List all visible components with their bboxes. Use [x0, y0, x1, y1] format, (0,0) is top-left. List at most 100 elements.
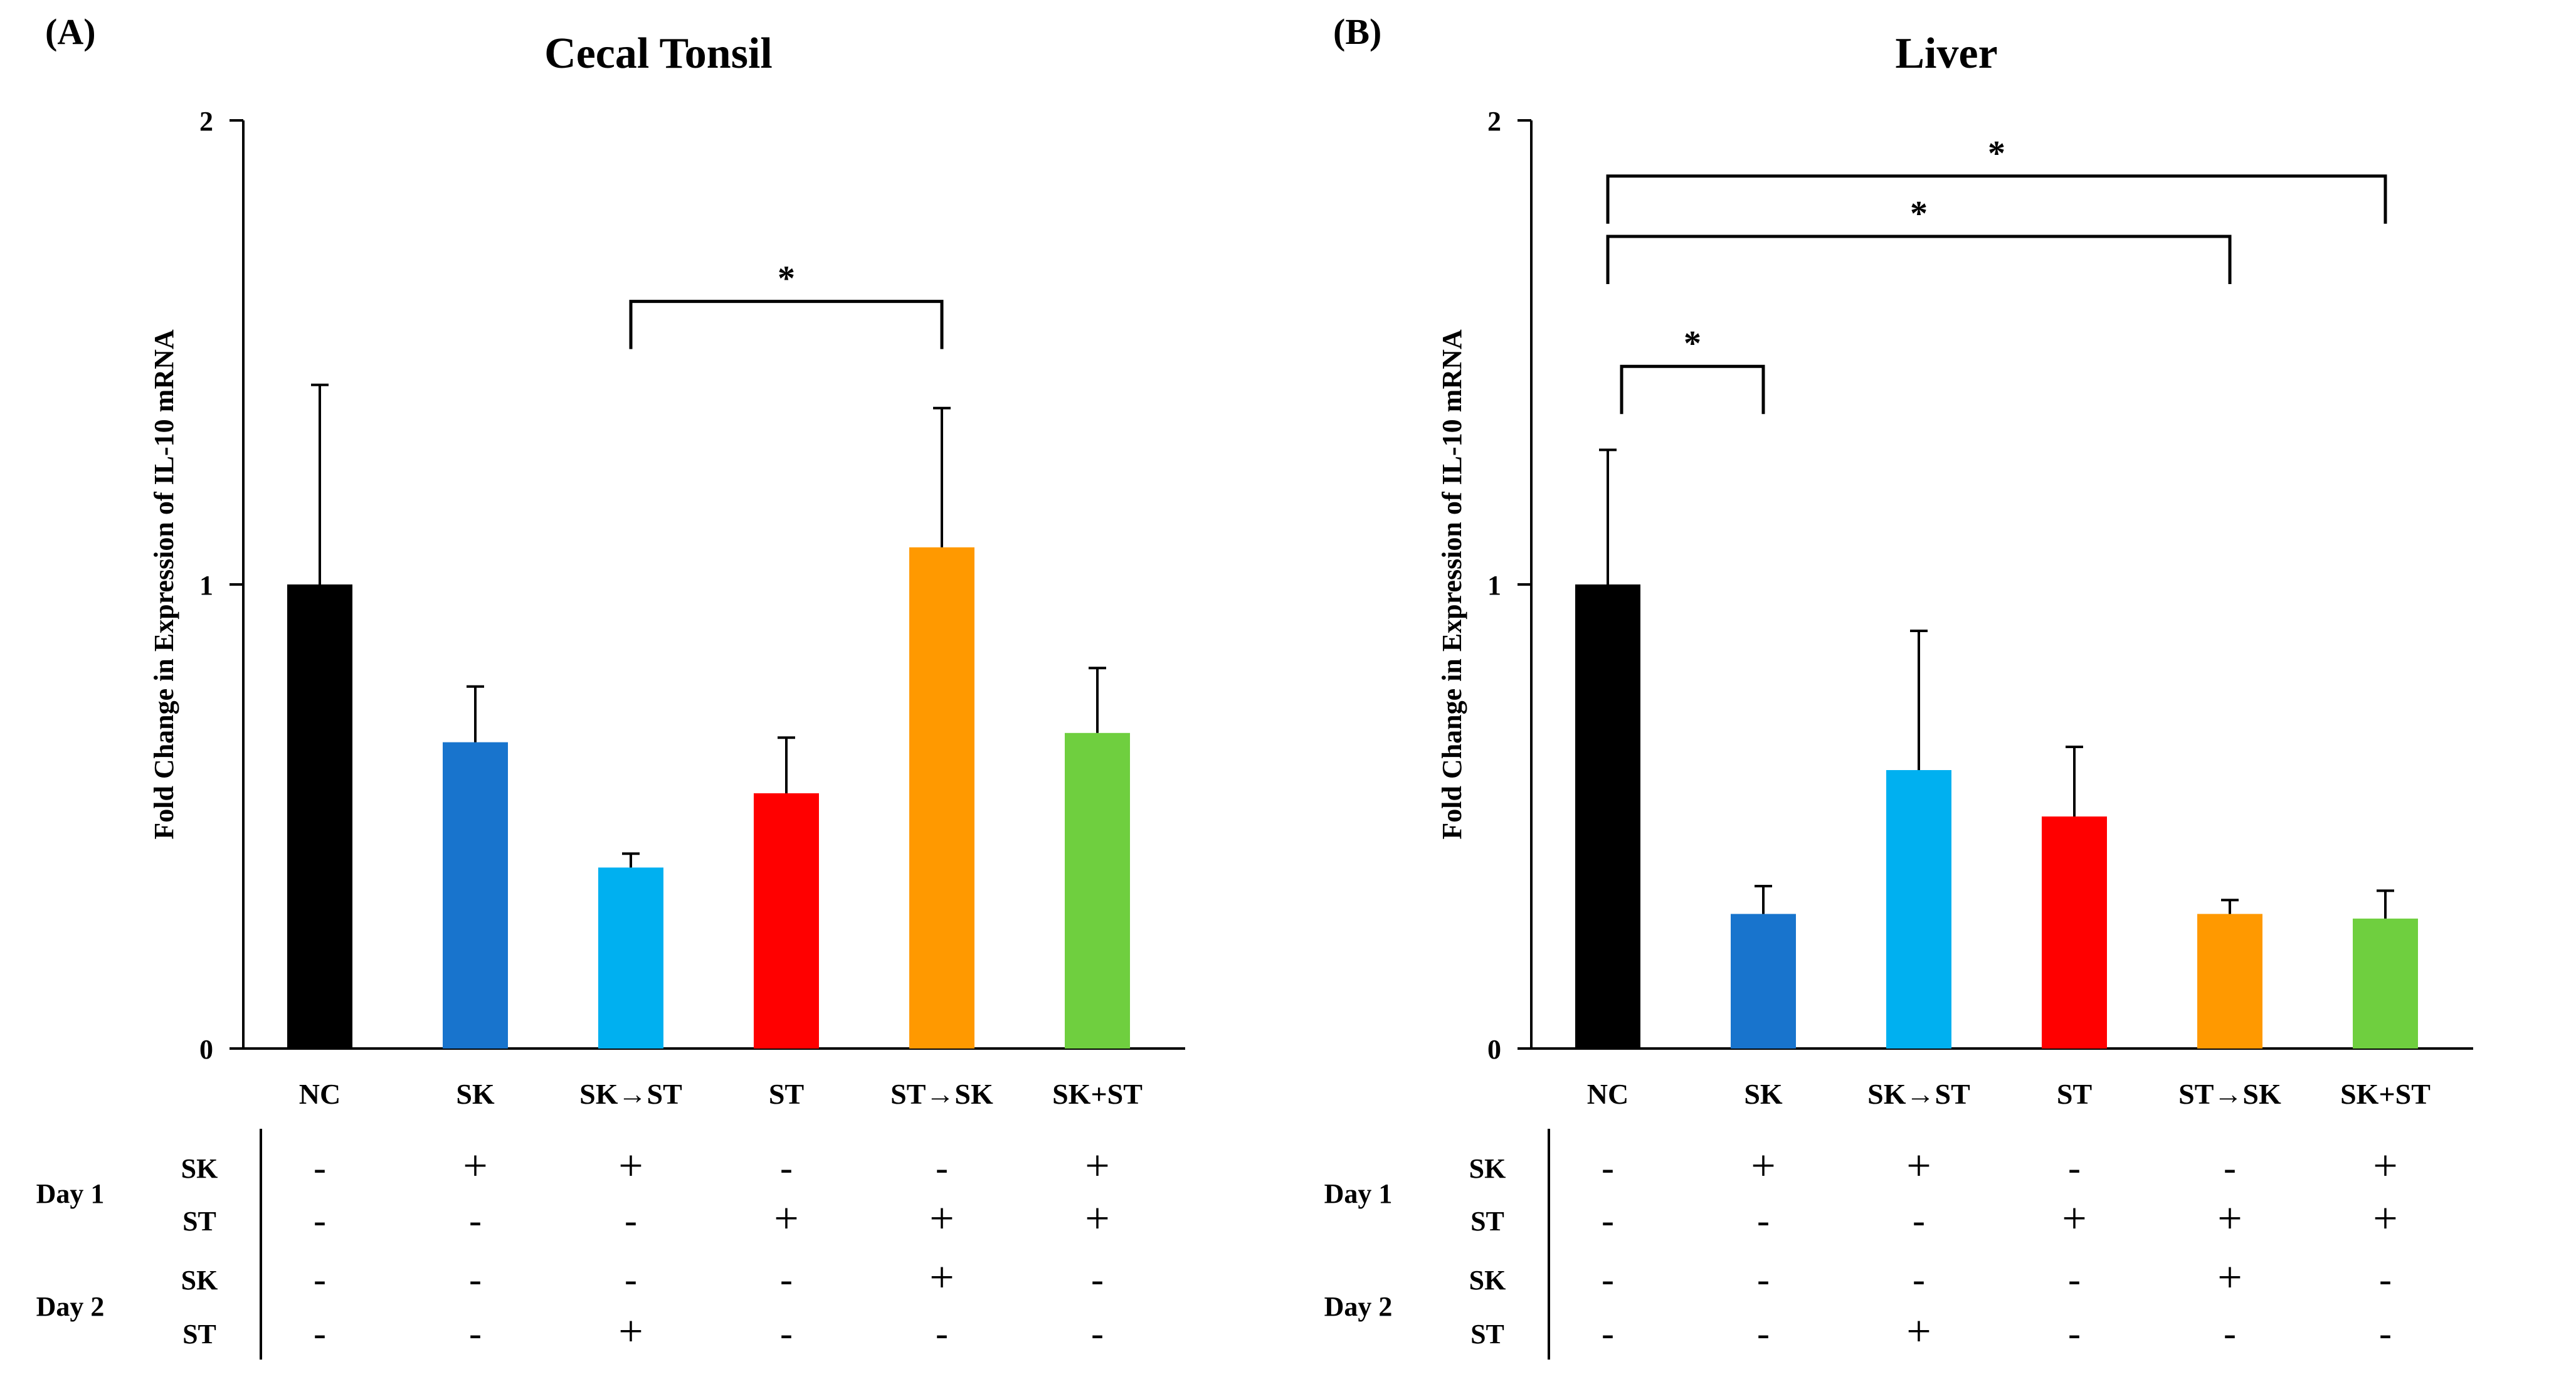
treatment-plus-mark: +: [1751, 1142, 1775, 1190]
treatment-plus-mark: +: [2062, 1195, 2086, 1243]
category-label: SK→ST: [579, 1078, 682, 1110]
significance-marker: *: [1684, 324, 1701, 363]
significance-marker: *: [1988, 134, 2005, 173]
category-label: ST→SK: [890, 1078, 993, 1110]
treatment-row-label: ST: [1470, 1206, 1504, 1237]
chart-title: Cecal Tonsil: [544, 29, 773, 78]
treatment-minus-mark: -: [314, 1259, 326, 1300]
treatment-minus-mark: -: [1913, 1200, 1925, 1241]
significance-bracket: [629, 300, 944, 349]
treatment-day-label: Day 1: [36, 1178, 105, 1209]
bar-sk: [1731, 914, 1796, 1049]
treatment-minus-mark: -: [1091, 1259, 1104, 1300]
treatment-row-label: SK: [1469, 1265, 1506, 1296]
significance-bracket: [1620, 364, 1765, 415]
treatment-minus-mark: -: [2379, 1313, 2392, 1354]
category-label: SK+ST: [2340, 1078, 2431, 1110]
bar-nc: [1575, 584, 1640, 1049]
treatment-row-label: SK: [1469, 1153, 1506, 1184]
treatment-minus-mark: -: [469, 1313, 482, 1354]
treatment-plus-mark: +: [463, 1142, 487, 1190]
category-label: ST: [769, 1078, 804, 1110]
treatment-minus-mark: -: [1913, 1259, 1925, 1300]
treatment-plus-mark: +: [2373, 1195, 2397, 1243]
treatment-row-label: ST: [182, 1319, 216, 1350]
bar-sk: [443, 742, 508, 1049]
treatment-row-label: SK: [181, 1153, 218, 1184]
treatment-minus-mark: -: [1091, 1313, 1104, 1354]
panel-liver: (B) Liver Fold Change in Expression of IL-…: [1288, 0, 2576, 1379]
treatment-minus-mark: -: [1757, 1259, 1770, 1300]
treatment-day-label: Day 2: [36, 1291, 105, 1322]
category-label: SK→ST: [1867, 1078, 1970, 1110]
treatment-minus-mark: -: [936, 1147, 948, 1188]
treatment-minus-mark: -: [1757, 1313, 1770, 1354]
treatment-minus-mark: -: [780, 1313, 793, 1354]
treatment-minus-mark: -: [1602, 1200, 1614, 1241]
treatment-minus-mark: -: [2068, 1147, 2081, 1188]
y-tick-label: 0: [199, 1034, 213, 1065]
bar-st-sk: [909, 547, 974, 1049]
treatment-plus-mark: +: [2217, 1254, 2242, 1302]
category-label: SK+ST: [1052, 1078, 1143, 1110]
treatment-plus-mark: +: [774, 1195, 798, 1243]
treatment-day-label: Day 2: [1324, 1291, 1393, 1322]
treatment-minus-mark: -: [469, 1259, 482, 1300]
treatment-plus-mark: +: [1085, 1142, 1109, 1190]
treatment-minus-mark: -: [936, 1313, 948, 1354]
treatment-minus-mark: -: [2379, 1259, 2392, 1300]
category-label: NC: [1587, 1078, 1628, 1110]
treatment-plus-mark: +: [618, 1308, 643, 1356]
treatment-minus-mark: -: [314, 1147, 326, 1188]
treatment-minus-mark: -: [2224, 1147, 2236, 1188]
panel-cecal-tonsil: (A) Cecal Tonsil Fold Change in Expression…: [36, 11, 1185, 1360]
bar-nc: [287, 584, 352, 1049]
y-axis-label: Fold Change in Expression of IL-10 mRNA: [149, 329, 179, 840]
bar-sk-st: [1886, 770, 1951, 1049]
significance-marker: *: [778, 260, 795, 299]
treatment-minus-mark: -: [469, 1200, 482, 1241]
treatment-minus-mark: -: [1602, 1147, 1614, 1188]
treatment-minus-mark: -: [314, 1313, 326, 1354]
y-tick-label: 0: [1487, 1034, 1501, 1065]
treatment-minus-mark: -: [2068, 1313, 2081, 1354]
y-tick-label: 1: [1487, 570, 1501, 601]
treatment-minus-mark: -: [625, 1200, 637, 1241]
significance-marker: *: [1910, 194, 1928, 233]
y-tick-label: 2: [199, 106, 213, 137]
significance-bracket: [1606, 174, 2387, 224]
treatment-minus-mark: -: [1757, 1200, 1770, 1241]
treatment-plus-mark: +: [1906, 1308, 1931, 1356]
significance-bracket: [1606, 235, 2232, 284]
treatment-minus-mark: -: [1602, 1259, 1614, 1300]
bar-st-sk: [2197, 914, 2262, 1049]
treatment-plus-mark: +: [929, 1254, 954, 1302]
treatment-plus-mark: +: [2373, 1142, 2397, 1190]
panel-label: (B): [1333, 11, 1381, 52]
treatment-plus-mark: +: [618, 1142, 643, 1190]
treatment-minus-mark: -: [625, 1259, 637, 1300]
treatment-minus-mark: -: [780, 1259, 793, 1300]
bar-st: [2042, 816, 2107, 1049]
chart-title: Liver: [1895, 29, 1997, 78]
y-tick-label: 2: [1487, 106, 1501, 137]
chart-liver: (B) Liver Fold Change in Expression of IL-…: [1324, 11, 2473, 1360]
category-label: SK: [1744, 1078, 1783, 1110]
treatment-day-label: Day 1: [1324, 1178, 1393, 1209]
treatment-row-label: SK: [181, 1265, 218, 1296]
bar-st: [754, 793, 819, 1049]
category-label: ST: [2057, 1078, 2092, 1110]
treatment-minus-mark: -: [780, 1147, 793, 1188]
y-axis-label: Fold Change in Expression of IL-10 mRNA: [1437, 329, 1467, 840]
category-label: ST→SK: [2178, 1078, 2281, 1110]
panel-label: (A): [45, 11, 96, 52]
bar-sk-st: [2353, 918, 2418, 1049]
category-label: NC: [299, 1078, 340, 1110]
treatment-minus-mark: -: [2224, 1313, 2236, 1354]
treatment-plus-mark: +: [929, 1195, 954, 1243]
treatment-row-label: ST: [182, 1206, 216, 1237]
bar-sk-st: [1065, 732, 1130, 1049]
treatment-row-label: ST: [1470, 1319, 1504, 1350]
treatment-plus-mark: +: [1906, 1142, 1931, 1190]
treatment-minus-mark: -: [2068, 1259, 2081, 1300]
